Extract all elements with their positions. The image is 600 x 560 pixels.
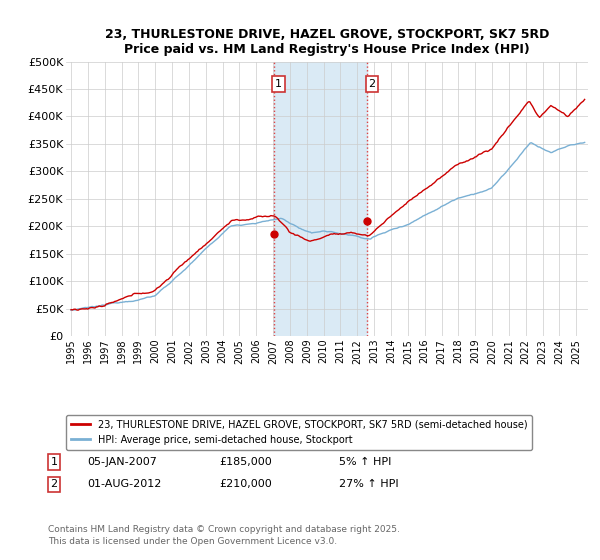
Text: 05-JAN-2007: 05-JAN-2007 xyxy=(87,457,157,467)
Text: 2: 2 xyxy=(50,479,58,489)
Text: 5% ↑ HPI: 5% ↑ HPI xyxy=(339,457,391,467)
Text: 01-AUG-2012: 01-AUG-2012 xyxy=(87,479,161,489)
Text: £185,000: £185,000 xyxy=(219,457,272,467)
Text: £210,000: £210,000 xyxy=(219,479,272,489)
Text: 1: 1 xyxy=(50,457,58,467)
Text: 2: 2 xyxy=(368,79,376,89)
Bar xyxy=(274,62,367,336)
Text: 27% ↑ HPI: 27% ↑ HPI xyxy=(339,479,398,489)
Text: Contains HM Land Registry data © Crown copyright and database right 2025.
This d: Contains HM Land Registry data © Crown c… xyxy=(48,525,400,546)
Legend: 23, THURLESTONE DRIVE, HAZEL GROVE, STOCKPORT, SK7 5RD (semi-detached house), HP: 23, THURLESTONE DRIVE, HAZEL GROVE, STOC… xyxy=(65,415,532,450)
Title: 23, THURLESTONE DRIVE, HAZEL GROVE, STOCKPORT, SK7 5RD
Price paid vs. HM Land Re: 23, THURLESTONE DRIVE, HAZEL GROVE, STOC… xyxy=(105,28,549,56)
Text: 1: 1 xyxy=(275,79,282,89)
